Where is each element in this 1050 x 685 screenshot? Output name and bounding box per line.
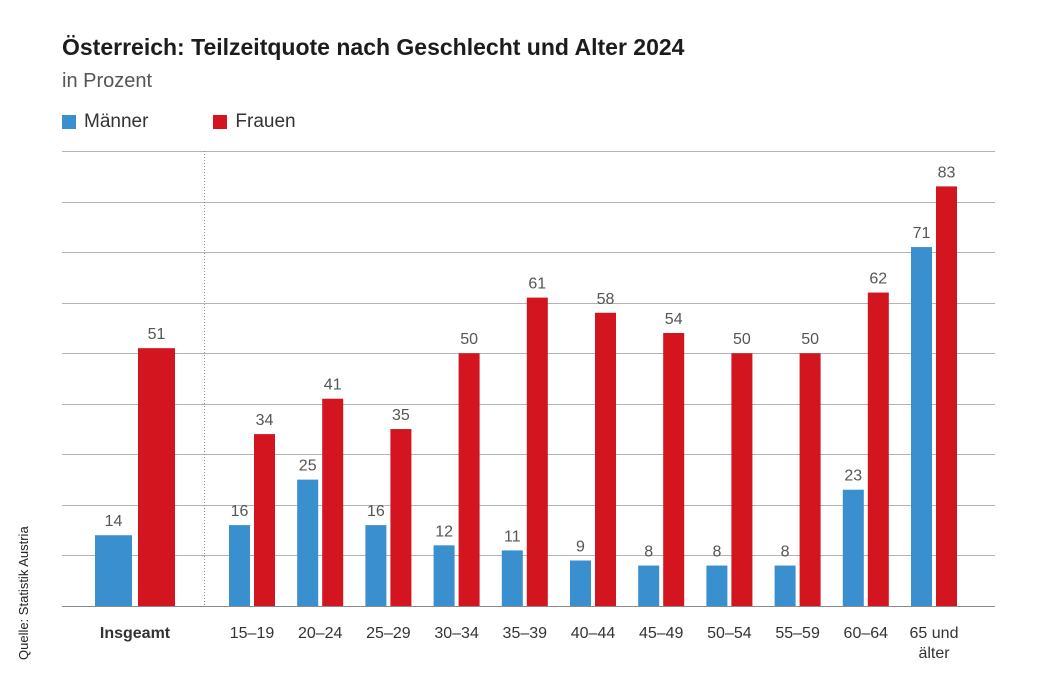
legend-label-frauen: Frauen	[235, 111, 296, 132]
data-label-frauen: 58	[597, 291, 615, 308]
data-label-maenner: 16	[231, 503, 249, 520]
data-label-frauen: 35	[392, 407, 410, 424]
category-label: 50–54	[707, 625, 752, 642]
bar-frauen	[526, 297, 548, 606]
data-label-frauen: 54	[665, 311, 683, 328]
bar-frauen	[458, 353, 480, 606]
category-label: 45–49	[639, 625, 684, 642]
data-label-maenner: 14	[105, 513, 123, 530]
legend-swatch-maenner	[62, 115, 76, 129]
data-label-maenner: 12	[435, 523, 453, 540]
category-label: 15–19	[230, 625, 275, 642]
bar-frauen	[663, 333, 685, 606]
bar-maenner	[95, 535, 132, 606]
data-label-frauen: 34	[256, 412, 274, 429]
data-label-frauen: 51	[148, 326, 166, 343]
bar-frauen	[936, 186, 957, 606]
data-label-maenner: 8	[712, 544, 721, 561]
data-label-frauen: 61	[528, 276, 546, 293]
data-label-maenner: 23	[844, 468, 862, 485]
bar-frauen	[799, 353, 821, 606]
bar-frauen	[322, 398, 344, 606]
category-label: 35–39	[503, 625, 548, 642]
legend-item-frauen: Frauen	[213, 111, 296, 133]
bar-frauen	[867, 292, 889, 606]
bar-frauen	[254, 434, 275, 606]
bar-maenner	[842, 489, 864, 606]
bar-maenner	[433, 545, 455, 606]
bar-maenner	[911, 247, 932, 607]
chart-title: Österreich: Teilzeitquote nach Geschlech…	[62, 34, 685, 60]
data-label-frauen: 83	[938, 164, 956, 181]
data-label-maenner: 71	[913, 225, 931, 242]
legend-swatch-frauen	[213, 115, 228, 129]
data-label-maenner: 16	[367, 503, 385, 520]
bar-maenner	[570, 560, 591, 606]
legend: Männer Frauen	[62, 111, 361, 133]
data-label-frauen: 50	[460, 331, 478, 348]
category-label: 30–34	[434, 625, 479, 642]
bar-maenner	[638, 565, 660, 606]
bar-maenner	[297, 479, 319, 606]
category-label: älter	[918, 645, 950, 662]
category-label: 60–64	[844, 625, 889, 642]
bar-maenner	[774, 565, 796, 606]
bar-maenner	[229, 525, 250, 606]
category-label: Insgeamt	[100, 625, 171, 642]
legend-item-maenner: Männer	[62, 111, 148, 133]
category-label: 25–29	[366, 625, 411, 642]
bar-maenner	[365, 525, 387, 606]
chart-subtitle: in Prozent	[62, 70, 153, 92]
legend-label-maenner: Männer	[84, 111, 149, 132]
data-label-maenner: 9	[576, 539, 585, 556]
data-label-frauen: 50	[733, 331, 751, 348]
data-label-maenner: 8	[644, 544, 653, 561]
bar-maenner	[706, 565, 728, 606]
data-label-maenner: 25	[299, 458, 317, 475]
data-label-maenner: 8	[781, 544, 790, 561]
bar-frauen	[595, 312, 616, 606]
data-label-frauen: 50	[801, 331, 819, 348]
source-note: Quelle: Statistik Austria	[16, 526, 31, 660]
data-label-frauen: 41	[324, 377, 342, 394]
category-label: 65 und	[910, 625, 959, 642]
category-label: 20–24	[298, 625, 343, 642]
bar-maenner	[501, 550, 523, 606]
bar-frauen	[731, 353, 753, 606]
category-label: 55–59	[775, 625, 820, 642]
data-label-frauen: 62	[869, 271, 887, 288]
data-label-maenner: 11	[504, 528, 521, 545]
bar-frauen	[390, 429, 412, 606]
bar-frauen	[138, 348, 175, 606]
category-label: 40–44	[571, 625, 616, 642]
